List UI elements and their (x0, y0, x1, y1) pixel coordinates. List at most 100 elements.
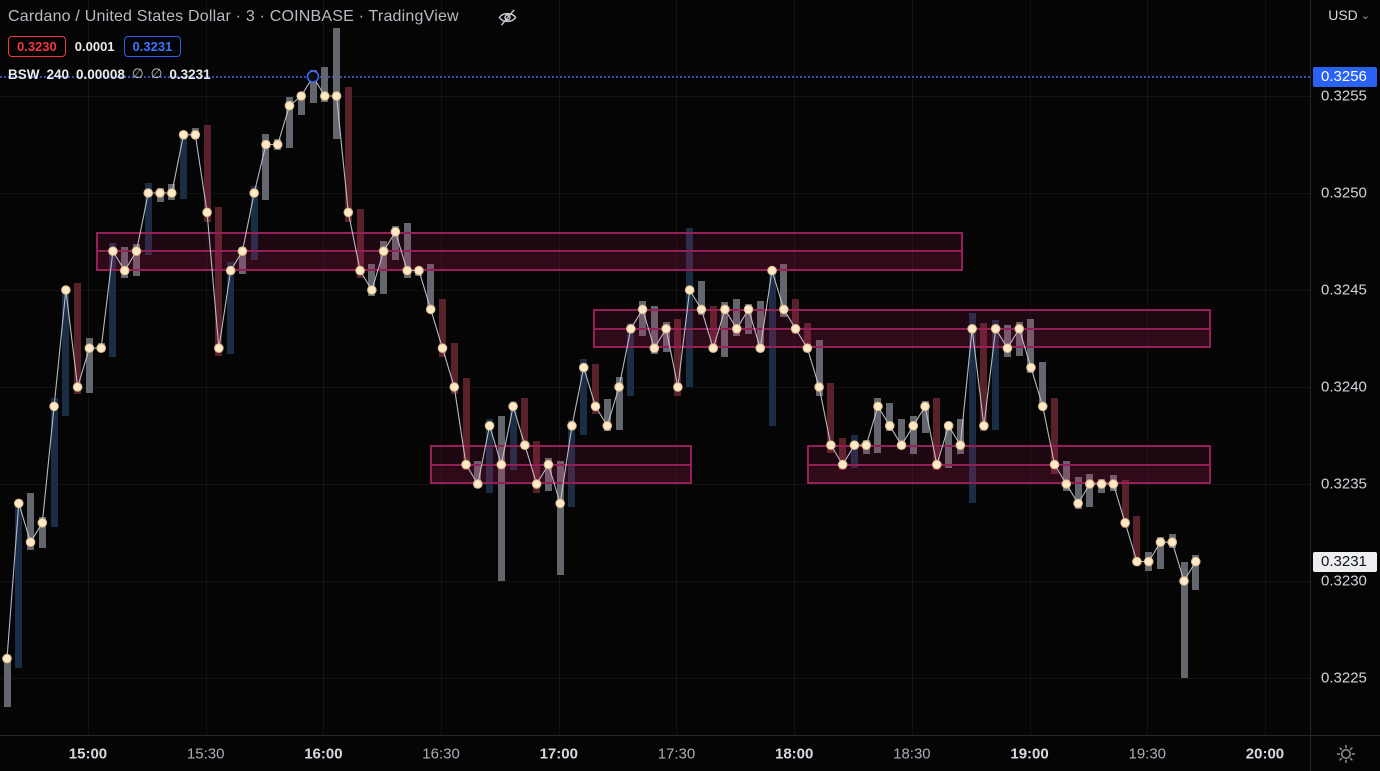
close-point-marker (13, 498, 24, 509)
price-axis[interactable]: USD ⌄ 0.3255 0.3250 0.3245 0.3240 0.3235 0.32… (1310, 0, 1380, 735)
close-point-marker (602, 421, 613, 431)
close-point-marker (1179, 576, 1189, 586)
horizontal-gridline (0, 678, 1310, 679)
price-tick-label: 0.3245 (1321, 281, 1367, 299)
close-point-marker (1096, 479, 1107, 489)
close-point-marker (743, 304, 754, 315)
zone-lower-band (98, 253, 961, 269)
close-point-marker (555, 498, 565, 509)
price-bar (285, 97, 293, 149)
high-point-marker (306, 70, 320, 83)
close-point-marker (214, 343, 224, 354)
close-point-marker (932, 459, 942, 470)
close-point-marker (272, 139, 283, 150)
close-point-marker (296, 91, 307, 101)
indicator-name: BSW (8, 66, 40, 82)
price-bar (909, 415, 917, 455)
price-bar (474, 460, 482, 488)
price-bar (733, 299, 741, 337)
close-point-marker (1002, 343, 1013, 354)
time-tick-label: 19:00 (1010, 745, 1049, 762)
high-price-dotted-line (0, 75, 1310, 78)
close-point-marker (1014, 324, 1025, 334)
price-tick-label: 0.3255 (1321, 87, 1367, 105)
close-point-marker (284, 100, 295, 111)
price-bar (803, 323, 811, 353)
close-price-pill: 0.3231 (123, 35, 182, 57)
price-bar (1062, 460, 1070, 492)
time-axis[interactable]: 15:00 15:30 16:00 16:30 17:00 17:30 18:00 18:30… (0, 735, 1310, 771)
zone-mid-line (98, 250, 961, 253)
price-bar (627, 323, 635, 397)
price-bar (85, 338, 93, 393)
vertical-gridline (323, 0, 325, 735)
price-bar (827, 383, 835, 453)
close-point-marker (884, 421, 895, 431)
indicator-row[interactable]: BSW 240 0.00008 ∅ ∅ 0.3231 (8, 65, 518, 83)
close-point-marker (696, 304, 707, 315)
price-bar (1027, 318, 1035, 374)
price-bar (756, 300, 764, 353)
price-bar (992, 320, 1000, 430)
price-bar (462, 378, 470, 471)
eye-off-icon[interactable] (497, 7, 518, 28)
close-point-marker (731, 324, 742, 334)
close-point-marker (496, 459, 507, 470)
close-point-marker (1049, 459, 1060, 470)
price-bar (238, 247, 246, 275)
zone-mid-line (595, 327, 1210, 330)
vertical-gridline (911, 0, 913, 735)
time-tick-label: 16:30 (422, 745, 460, 762)
change-value: 0.0001 (74, 38, 115, 54)
close-point-marker (967, 324, 977, 334)
currency-selector[interactable]: USD ⌄ (1311, 0, 1380, 30)
price-bar (262, 134, 270, 201)
vertical-gridline (205, 0, 207, 735)
zone-lower-band (595, 330, 1210, 347)
price-bar (674, 318, 682, 397)
price-bar (38, 517, 46, 548)
supply-demand-zone[interactable] (807, 445, 1212, 484)
close-point-marker (355, 265, 365, 276)
axis-settings-corner[interactable] (1310, 735, 1380, 771)
close-point-marker (1132, 556, 1142, 567)
open-price-pill: 0.3230 (8, 35, 66, 57)
close-price-line (6, 75, 1197, 659)
price-bar (215, 206, 223, 356)
close-point-marker (708, 343, 719, 354)
time-tick-label: 17:00 (539, 745, 578, 762)
symbol-title[interactable]: Cardano / United States Dollar · 3 · COI… (8, 8, 459, 25)
close-point-marker (649, 343, 660, 354)
close-point-marker (437, 343, 448, 354)
close-point-marker (449, 382, 460, 392)
price-bar (368, 263, 376, 296)
close-point-marker (578, 362, 589, 373)
price-bar (450, 342, 458, 395)
horizontal-gridline (0, 193, 1310, 194)
chart-canvas[interactable] (0, 0, 1310, 735)
close-point-marker (484, 421, 495, 431)
time-tick-label: 19:30 (1128, 745, 1167, 762)
close-point-marker (49, 401, 59, 412)
price-bar (721, 302, 729, 358)
close-point-marker (920, 401, 930, 412)
close-point-marker (861, 440, 872, 451)
close-point-marker (119, 265, 130, 276)
indicator-slot1: ∅ (131, 66, 144, 81)
close-point-marker (61, 285, 71, 295)
price-bar (62, 286, 70, 416)
price-bar (780, 263, 788, 317)
close-point-marker (249, 188, 259, 198)
price-bar (1121, 480, 1129, 529)
price-bar (1086, 473, 1094, 508)
price-bar (886, 402, 894, 432)
price-bar (3, 654, 11, 708)
price-bar (815, 339, 823, 397)
close-point-marker (319, 91, 330, 101)
close-point-marker (767, 265, 777, 276)
indicator-param: 240 (46, 66, 70, 82)
supply-demand-zone[interactable] (593, 309, 1212, 349)
close-point-marker (779, 304, 789, 315)
price-bar (427, 263, 435, 314)
close-point-marker (473, 479, 483, 489)
